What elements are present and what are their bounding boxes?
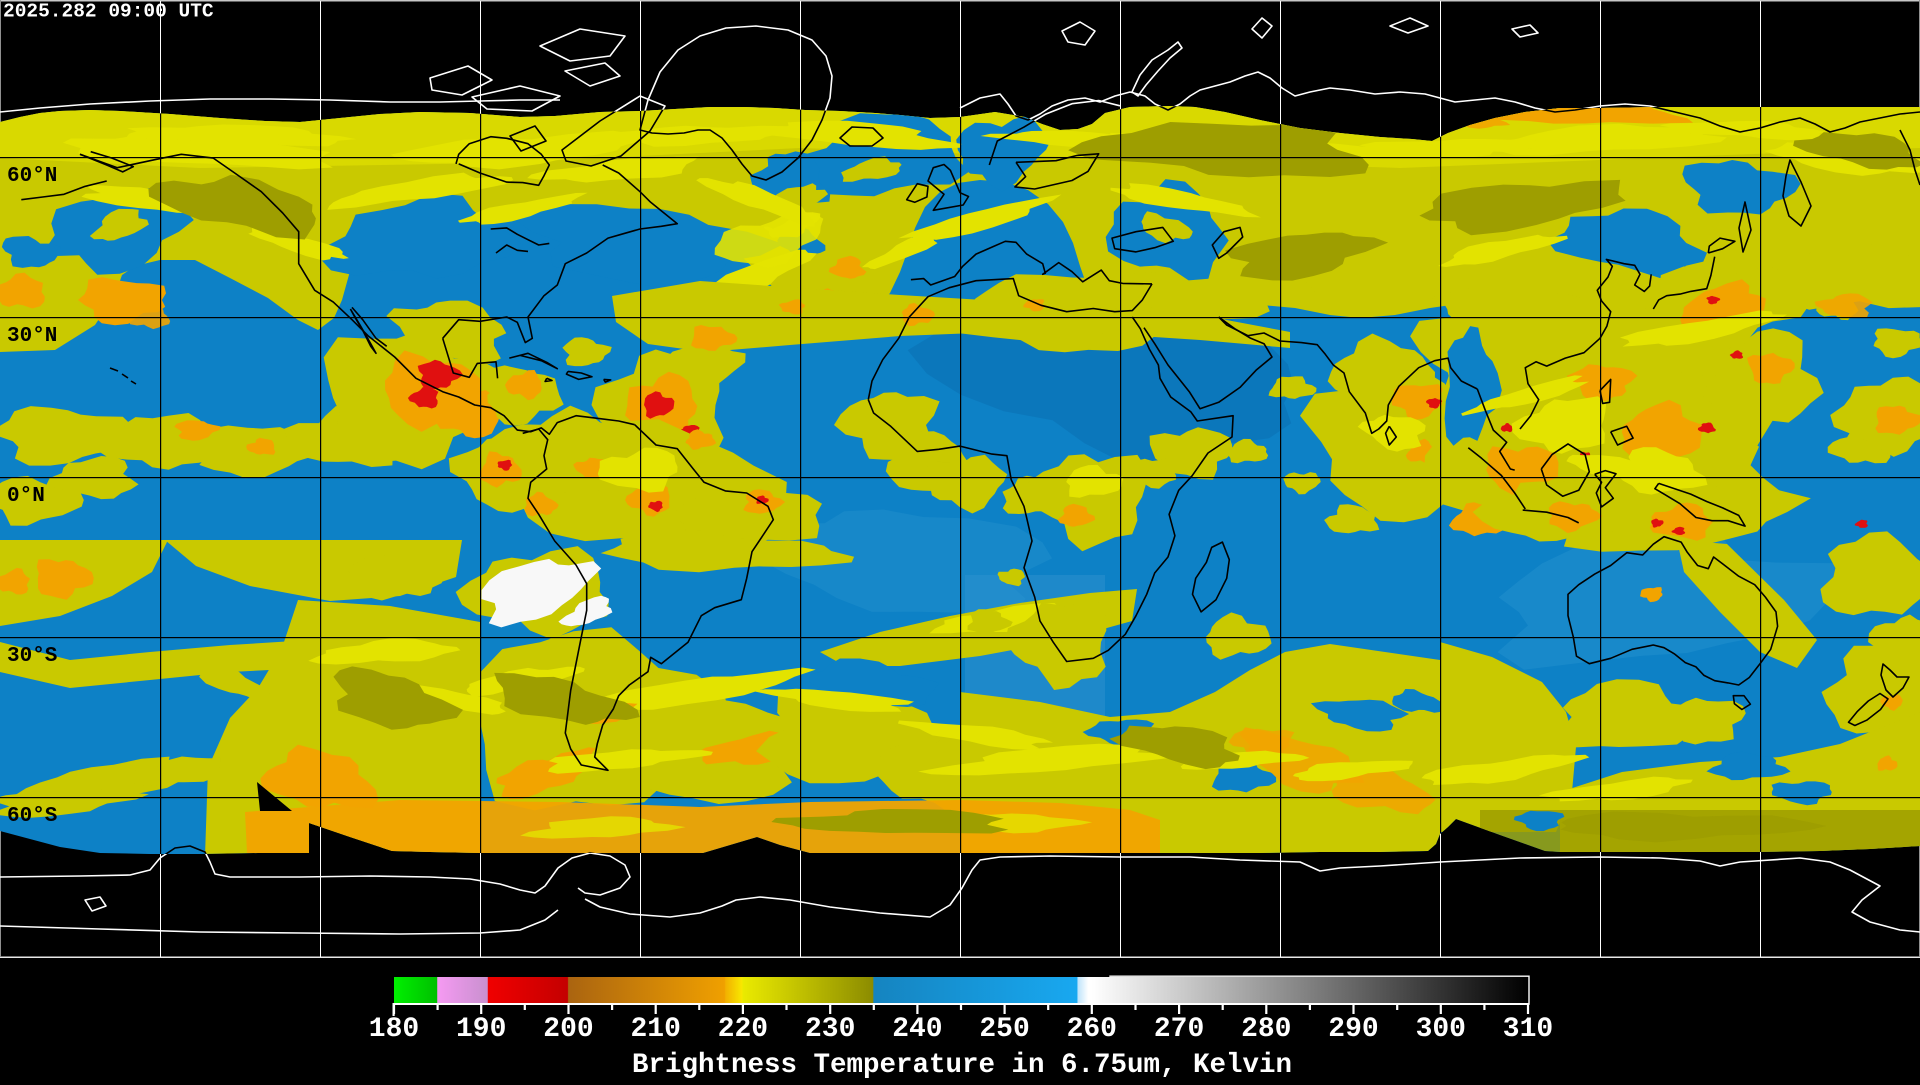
svg-text:310: 310 <box>1503 1014 1553 1045</box>
svg-text:230: 230 <box>805 1014 855 1045</box>
svg-text:260: 260 <box>1067 1014 1117 1045</box>
svg-text:60°S: 60°S <box>7 805 57 828</box>
svg-text:0°N: 0°N <box>7 485 45 508</box>
svg-text:Brightness Temperature in 6.75: Brightness Temperature in 6.75um, Kelvin <box>632 1050 1292 1080</box>
svg-text:190: 190 <box>456 1014 506 1045</box>
svg-text:200: 200 <box>543 1014 593 1045</box>
svg-text:290: 290 <box>1328 1014 1378 1045</box>
svg-text:2025.282 09:00 UTC: 2025.282 09:00 UTC <box>3 1 214 23</box>
svg-text:300: 300 <box>1416 1014 1466 1045</box>
svg-text:180: 180 <box>369 1014 419 1045</box>
svg-text:220: 220 <box>718 1014 768 1045</box>
svg-text:210: 210 <box>630 1014 680 1045</box>
svg-text:240: 240 <box>892 1014 942 1045</box>
svg-text:30°N: 30°N <box>7 325 57 348</box>
svg-text:60°N: 60°N <box>7 165 57 188</box>
svg-text:270: 270 <box>1154 1014 1204 1045</box>
svg-text:280: 280 <box>1241 1014 1291 1045</box>
svg-text:250: 250 <box>979 1014 1029 1045</box>
svg-text:30°S: 30°S <box>7 645 57 668</box>
